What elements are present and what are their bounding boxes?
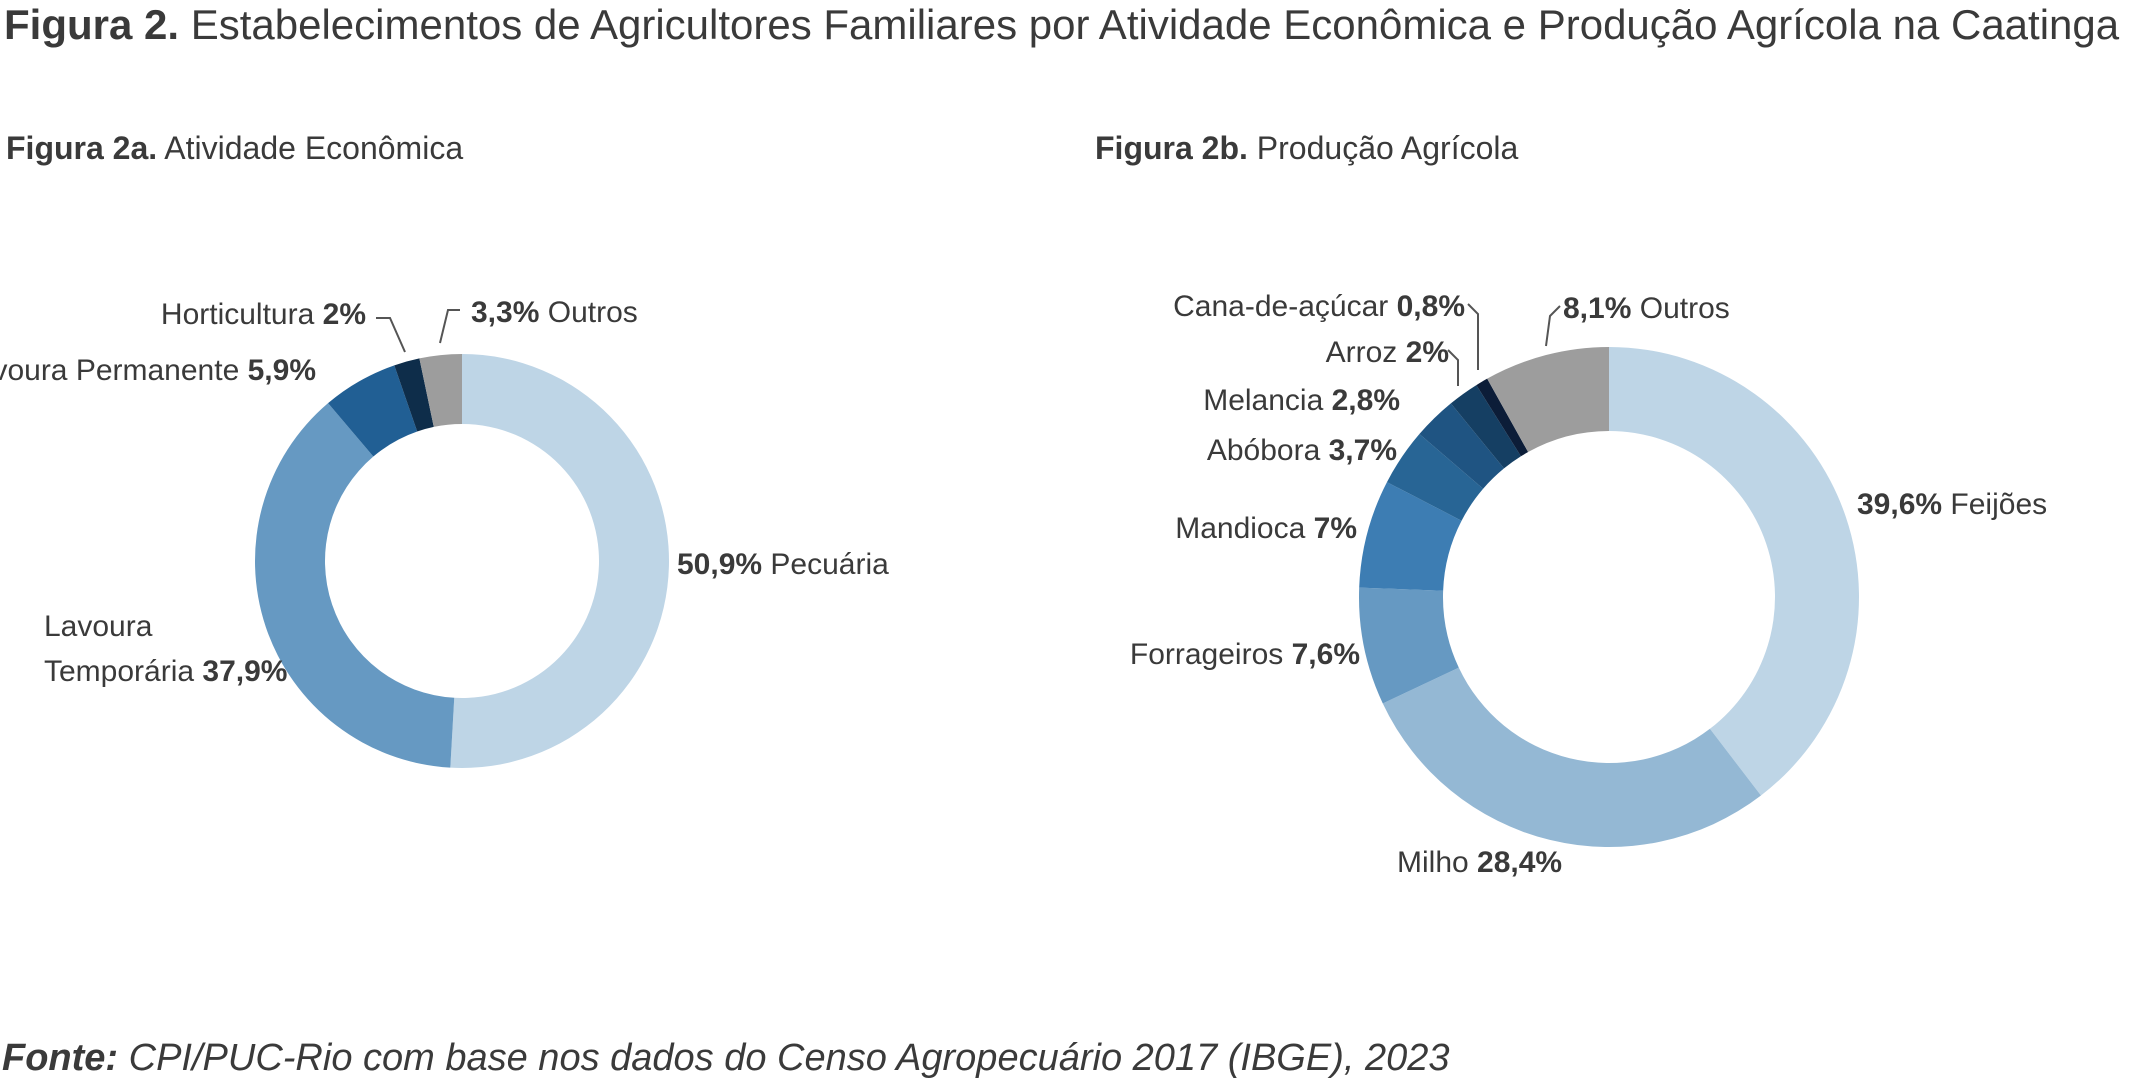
label-mandioca-name: Mandioca (1175, 512, 1305, 545)
chart-b-title: Figura 2b. Produção Agrícola (1095, 128, 1518, 168)
slice-outros (419, 354, 462, 427)
label-milho-name: Milho (1397, 846, 1469, 879)
label-lavoura-temporaria-line2: Temporária 37,9% (44, 655, 287, 688)
label-pecuaria-name: Pecuária (770, 548, 889, 581)
label-lavoura-permanente-value: 5,9% (248, 354, 316, 387)
label-horticultura-value: 2% (323, 298, 366, 331)
slice-pecuaria (450, 354, 670, 768)
slice-arroz (1450, 385, 1521, 469)
leader-line-outros-b (1545, 305, 1561, 347)
source-note: Fonte: CPI/PUC-Rio com base nos dados do… (2, 1035, 1450, 1081)
label-abobora-name: Abóbora (1207, 434, 1321, 467)
leader-line-horticultura (376, 317, 406, 353)
slice-lavoura-temporaria (255, 403, 455, 768)
slice-feijoes (1609, 347, 1860, 796)
label-mandioca-value: 7% (1314, 512, 1357, 545)
label-forrageiros: Forrageiros 7,6% (1130, 638, 1360, 671)
label-outros-a: 3,3% Outros (471, 296, 638, 329)
label-pecuaria-value: 50,9% (677, 548, 762, 581)
label-abobora-value: 3,7% (1329, 434, 1397, 467)
label-horticultura-name: Horticultura (161, 298, 315, 331)
label-lavoura-permanente: Lavoura Permanente 5,9% (0, 354, 316, 387)
slice-milho (1382, 667, 1761, 847)
slice-melancia (1419, 403, 1504, 489)
label-outros-a-name: Outros (548, 296, 638, 329)
label-arroz-name: Arroz (1326, 336, 1398, 369)
label-feijoes: 39,6% Feijões (1857, 488, 2047, 521)
label-abobora: Abóbora 3,7% (1207, 434, 1397, 467)
slice-abobora (1386, 434, 1484, 521)
slice-lavoura-permanente (328, 365, 418, 457)
slice-cana-de-acucar (1476, 378, 1529, 457)
figure-title-text: Estabelecimentos de Agricultores Familia… (190, 1, 2120, 48)
leader-line-outros-a (439, 309, 460, 344)
slice-forrageiros (1359, 587, 1459, 704)
label-melancia-value: 2,8% (1332, 384, 1400, 417)
label-cana-value: 0,8% (1397, 290, 1465, 323)
label-mandioca: Mandioca 7% (1175, 512, 1357, 545)
label-cana-name: Cana-de-açúcar (1173, 290, 1388, 323)
label-outros-b-value: 8,1% (1563, 292, 1631, 325)
chart-a-title: Figura 2a. Atividade Econômica (6, 128, 463, 168)
label-arroz-value: 2% (1406, 336, 1449, 369)
label-forrageiros-value: 7,6% (1292, 638, 1360, 671)
label-forrageiros-name: Forrageiros (1130, 638, 1283, 671)
label-outros-b: 8,1% Outros (1563, 292, 1730, 325)
chart-a-title-text: Atividade Econômica (164, 130, 464, 166)
chart-b-title-text: Produção Agrícola (1256, 130, 1519, 166)
figure-title-prefix: Figura 2. (4, 1, 180, 48)
figure-title: Figura 2. Estabelecimentos de Agricultor… (4, 0, 2119, 50)
chart-b-title-prefix: Figura 2b. (1095, 130, 1248, 166)
label-milho-value: 28,4% (1477, 846, 1562, 879)
label-arroz: Arroz 2% (1326, 336, 1449, 369)
source-text: CPI/PUC-Rio com base nos dados do Censo … (128, 1037, 1450, 1079)
label-milho: Milho 28,4% (1397, 846, 1562, 879)
label-lavoura-permanente-name: Lavoura Permanente (0, 354, 239, 387)
slice-mandioca (1359, 482, 1462, 591)
source-prefix: Fonte: (2, 1037, 119, 1079)
donut-chart-economic-activity (255, 354, 670, 768)
label-cana: Cana-de-açúcar 0,8% (1173, 290, 1465, 323)
label-lavoura-temporaria-line1: Lavoura (44, 610, 153, 643)
slice-outros (1487, 347, 1609, 453)
label-outros-b-name: Outros (1640, 292, 1730, 325)
slice-horticultura (394, 358, 434, 432)
label-horticultura: Horticultura 2% (161, 298, 366, 331)
donut-chart-agricultural-production (1359, 347, 1860, 847)
label-feijoes-name: Feijões (1950, 488, 2047, 521)
label-pecuaria: 50,9% Pecuária (677, 548, 889, 581)
chart-a-title-prefix: Figura 2a. (6, 130, 158, 166)
label-melancia: Melancia 2,8% (1203, 384, 1400, 417)
label-lavoura-temporaria-value: 37,9% (202, 655, 287, 688)
label-melancia-name: Melancia (1203, 384, 1323, 417)
label-outros-a-value: 3,3% (471, 296, 539, 329)
leader-line-cana (1467, 303, 1479, 370)
label-feijoes-value: 39,6% (1857, 488, 1942, 521)
leader-line-arroz (1447, 349, 1459, 386)
